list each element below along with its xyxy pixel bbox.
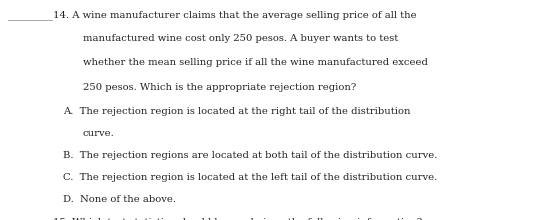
Text: D.  None of the above.: D. None of the above.: [63, 195, 176, 204]
Text: A.  The rejection region is located at the right tail of the distribution: A. The rejection region is located at th…: [63, 107, 410, 116]
Text: curve.: curve.: [83, 129, 115, 138]
Text: _________14. A wine manufacturer claims that the average selling price of all th: _________14. A wine manufacturer claims …: [8, 10, 417, 20]
Text: whether the mean selling price if all the wine manufactured exceed: whether the mean selling price if all th…: [83, 58, 428, 67]
Text: _________15. Which test statistics should be used given the following informatio: _________15. Which test statistics shoul…: [8, 217, 423, 220]
Text: manufactured wine cost only 250 pesos. A buyer wants to test: manufactured wine cost only 250 pesos. A…: [83, 34, 398, 43]
Text: C.  The rejection region is located at the left tail of the distribution curve.: C. The rejection region is located at th…: [63, 173, 437, 182]
Text: B.  The rejection regions are located at both tail of the distribution curve.: B. The rejection regions are located at …: [63, 151, 437, 160]
Text: 250 pesos. Which is the appropriate rejection region?: 250 pesos. Which is the appropriate reje…: [83, 82, 356, 92]
